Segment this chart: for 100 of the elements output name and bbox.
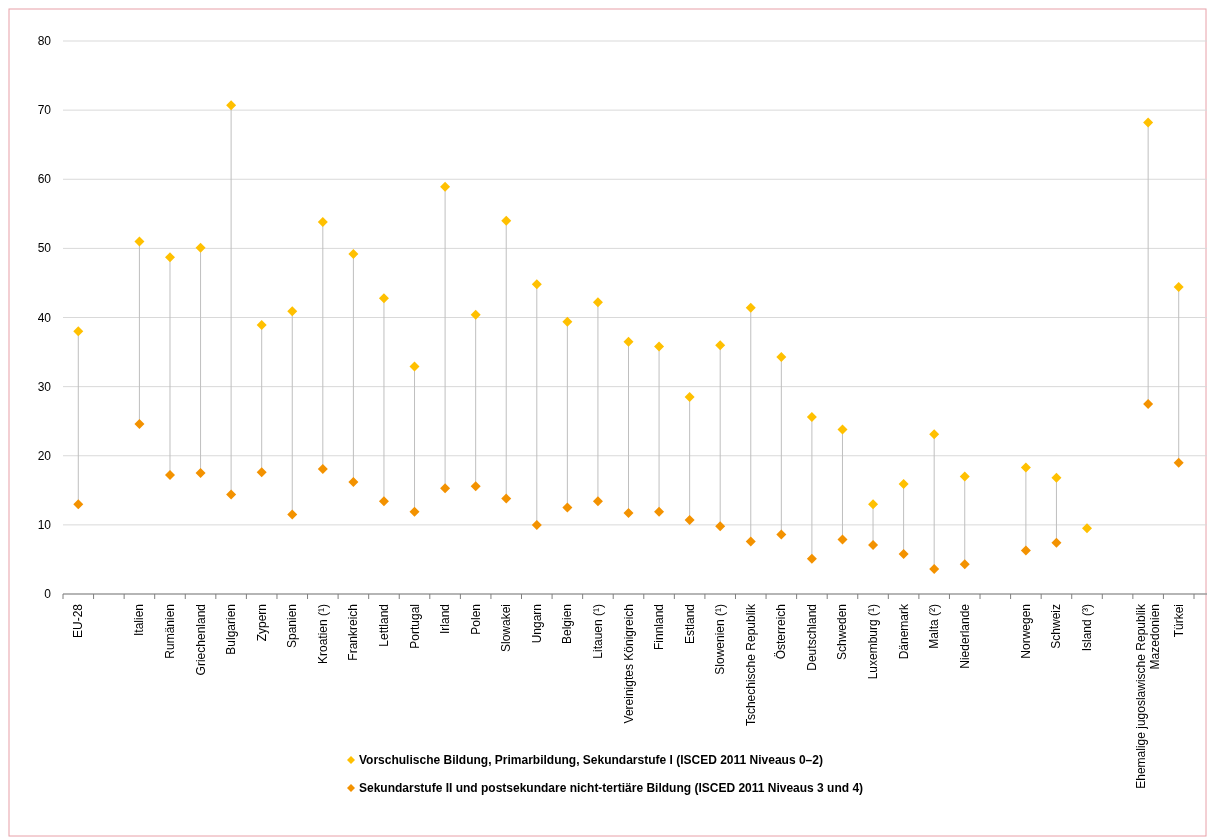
point — [501, 215, 512, 226]
point — [531, 279, 542, 290]
point — [806, 412, 817, 423]
point — [256, 467, 267, 478]
x-tick-label: Zypern — [254, 604, 269, 642]
y-tick-label: 80 — [37, 34, 52, 48]
point — [654, 341, 665, 352]
point — [654, 506, 665, 517]
point — [868, 539, 879, 550]
point — [134, 418, 145, 429]
x-tick-label: Ungarn — [529, 604, 544, 644]
x-tick-label: Litauen (¹) — [590, 604, 605, 659]
point — [959, 471, 970, 482]
point — [409, 361, 420, 372]
x-tick-label: Tschechische Republik — [743, 603, 758, 727]
y-tick-label: 20 — [37, 448, 52, 463]
point — [684, 515, 695, 526]
x-tick-label: Irland — [438, 604, 453, 635]
point — [256, 320, 267, 331]
point — [1143, 117, 1154, 128]
x-tick-label: Vereinigtes Königreich — [621, 604, 636, 724]
point — [898, 479, 909, 490]
x-tick-label: Österreich — [774, 604, 789, 660]
point — [348, 248, 359, 259]
x-tick-label: Ehemalige jugoslawische Republik Mazedonien — [1134, 603, 1163, 789]
y-tick-label: 0 — [44, 587, 52, 601]
point — [959, 559, 970, 570]
point — [317, 463, 328, 474]
point — [1173, 282, 1184, 293]
point — [287, 306, 298, 317]
point — [776, 351, 787, 362]
x-tick-label: Polen — [468, 604, 483, 635]
x-tick-label: Rumänien — [162, 604, 177, 659]
point — [1082, 523, 1093, 534]
x-tick-label: Norwegen — [1018, 604, 1033, 659]
y-tick-label: 50 — [37, 241, 52, 256]
point — [1143, 398, 1154, 409]
x-tick-label: Griechenland — [193, 604, 208, 676]
legend-label: Sekundarstufe II und postsekundare nicht-tertiäre Bildung (ISCED 2011 Niveaus 3 und 4) — [359, 781, 864, 795]
point — [715, 521, 726, 532]
point — [531, 519, 542, 530]
point — [806, 553, 817, 564]
point — [470, 481, 481, 492]
x-tick-label: Spanien — [285, 604, 300, 649]
x-tick-label: Schweden — [835, 604, 850, 661]
point — [745, 536, 756, 547]
point — [1020, 462, 1031, 473]
x-tick-label: Finnland — [652, 604, 667, 651]
y-tick-label: 30 — [37, 379, 52, 394]
x-tick-label: Estland — [682, 604, 697, 645]
x-tick-label: Bulgarien — [224, 604, 239, 655]
y-tick-label: 70 — [37, 103, 52, 118]
point — [837, 534, 848, 545]
point — [868, 499, 879, 510]
point — [378, 496, 389, 507]
legend-label: Vorschulische Bildung, Primarbildung, Sekundarstufe I (ISCED 2011 Niveaus 0–2) — [359, 753, 823, 767]
x-tick-label: Frankreich — [346, 604, 361, 661]
point — [470, 309, 481, 320]
point — [73, 326, 84, 337]
x-tick-label: Belgien — [560, 604, 575, 645]
point — [929, 564, 940, 575]
point — [1051, 537, 1062, 548]
point — [837, 424, 848, 435]
x-tick-label: Portugal — [407, 604, 422, 649]
point — [134, 236, 145, 247]
point — [440, 181, 451, 192]
point — [715, 340, 726, 351]
point — [409, 506, 420, 517]
point — [745, 302, 756, 313]
x-tick-label: Island (³) — [1080, 604, 1095, 652]
y-tick-label: 60 — [37, 172, 52, 187]
point — [1051, 472, 1062, 483]
x-tick-label: Luxemburg (¹) — [866, 604, 881, 680]
x-tick-label: Kroatien (¹) — [315, 604, 330, 665]
x-tick-label: Lettland — [376, 604, 391, 647]
x-tick-label: Malta (²) — [927, 604, 942, 649]
point — [195, 468, 206, 479]
point — [929, 429, 940, 440]
point — [226, 100, 237, 111]
point — [164, 252, 175, 263]
point — [440, 483, 451, 494]
point — [164, 470, 175, 481]
point — [226, 489, 237, 500]
point — [592, 297, 603, 308]
point — [317, 217, 328, 228]
x-tick-label: Schweiz — [1049, 604, 1064, 649]
point — [592, 496, 603, 507]
point — [623, 336, 634, 347]
x-tick-label: Niederlande — [957, 603, 972, 669]
x-tick-label: Slowenien (¹) — [713, 604, 728, 675]
x-tick-label: EU-28 — [71, 603, 86, 639]
x-tick-label: Türkei — [1171, 604, 1186, 638]
y-tick-label: 10 — [37, 517, 52, 532]
x-tick-label: Dänemark — [896, 603, 911, 660]
x-tick-label: Slowakei — [499, 604, 514, 653]
point — [562, 502, 573, 513]
point — [348, 477, 359, 488]
y-tick-label: 40 — [37, 310, 52, 325]
point — [562, 316, 573, 327]
point — [776, 529, 787, 540]
